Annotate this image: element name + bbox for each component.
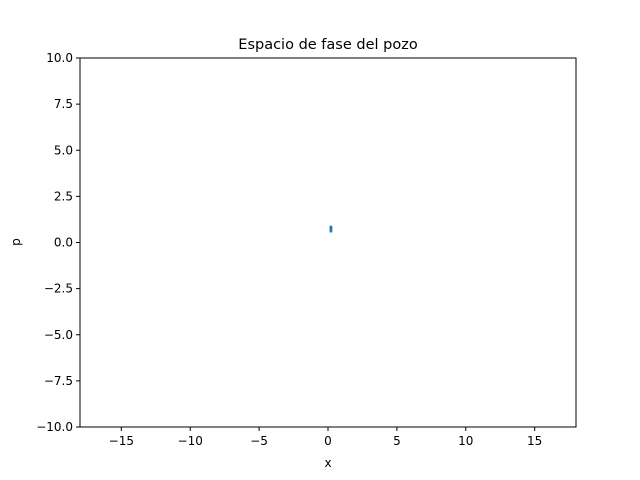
y-tick-label: 2.5: [54, 189, 73, 203]
x-tick-label: 5: [393, 434, 401, 448]
plot-area: [329, 225, 333, 233]
y-tick-label: 5.0: [54, 143, 73, 157]
y-tick-label: 10.0: [46, 51, 73, 65]
y-tick-label: 7.5: [54, 97, 73, 111]
y-tick-label: −5.0: [44, 328, 73, 342]
y-axis-label: p: [9, 238, 23, 246]
y-tick-label: −7.5: [44, 374, 73, 388]
y-tick-label: −2.5: [44, 282, 73, 296]
x-tick-label: −5: [250, 434, 268, 448]
x-tick-label: 0: [324, 434, 332, 448]
x-axis-ticks: −15 −10 −5 0 5 10 15: [109, 427, 542, 448]
x-axis-label: x: [324, 456, 331, 470]
x-tick-label: −15: [109, 434, 134, 448]
x-tick-label: −10: [178, 434, 203, 448]
x-tick-label: 10: [458, 434, 473, 448]
y-tick-label: 0.0: [54, 236, 73, 250]
chart-title: Espacio de fase del pozo: [238, 37, 418, 53]
y-tick-label: −10.0: [36, 420, 73, 434]
x-tick-label: 15: [527, 434, 542, 448]
data-point: [329, 225, 333, 229]
y-axis-ticks: −10.0 −7.5 −5.0 −2.5 0.0 2.5 5.0 7.5 10.0: [36, 51, 80, 434]
